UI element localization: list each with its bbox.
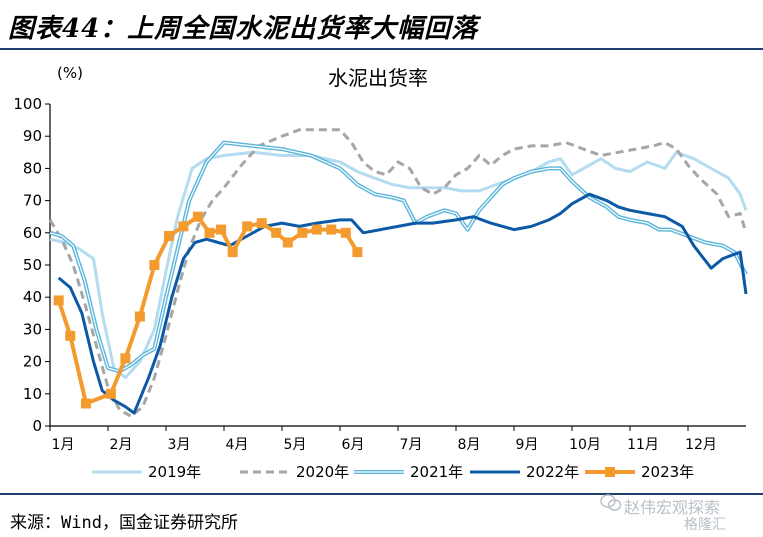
y-tick-label: 90 <box>23 127 42 145</box>
y-tick-label: 70 <box>23 192 42 210</box>
legend-2023-marker <box>605 467 615 477</box>
x-tick-label: 8月 <box>458 437 481 453</box>
chart-axes: 0 10 20 30 40 50 60 70 80 90 100 1月 2月 3月 4月 5月 6月 7月 8月 9月… <box>13 95 746 453</box>
legend-2021-label: 2021年 <box>410 463 463 481</box>
source-note: 来源：Wind，国金证券研究所 <box>10 513 238 533</box>
y-tick-label: 100 <box>13 95 42 113</box>
watermark-sub: 格隆汇 <box>684 517 726 533</box>
x-tick-label: 6月 <box>342 437 365 453</box>
x-tick-label: 5月 <box>284 437 307 453</box>
series-2023-point <box>134 311 145 322</box>
series-2023-point <box>120 353 131 364</box>
legend-2020-label: 2020年 <box>296 463 349 481</box>
series-2023-point <box>216 224 227 235</box>
chart-series <box>48 128 748 418</box>
series-2023-point <box>326 224 337 235</box>
y-tick-label: 80 <box>23 159 42 177</box>
chart-legend: 2019年 2020年 2021年 2022年 2023年 <box>92 463 694 481</box>
series-2023-point <box>53 295 64 306</box>
x-tick-label: 9月 <box>516 437 539 453</box>
x-tick-label: 12月 <box>685 437 717 453</box>
y-tick-label: 20 <box>23 353 42 371</box>
x-tick-label: 1月 <box>52 437 75 453</box>
chart-title: 水泥出货率 <box>328 66 428 90</box>
watermark-name: 赵伟宏观探索 <box>624 498 721 517</box>
watermark: 赵伟宏观探索 格隆汇 <box>598 490 758 534</box>
x-tick-label: 3月 <box>168 437 191 453</box>
legend-2019-label: 2019年 <box>148 463 201 481</box>
series-2023-line <box>56 214 360 406</box>
x-tick-label: 2月 <box>110 437 133 453</box>
series-2023-point <box>297 227 308 238</box>
series-2023-point <box>311 224 322 235</box>
figure-title: 图表44：上周全国水泥出货率大幅回落 <box>8 14 479 44</box>
title-divider <box>0 48 763 50</box>
x-tick-label: 11月 <box>627 437 659 453</box>
y-axis-unit-label: (%) <box>57 64 83 82</box>
series-2021-line-outer <box>49 140 748 374</box>
y-tick-label: 10 <box>23 385 42 403</box>
legend-2023-label: 2023年 <box>641 463 694 481</box>
series-2023-point <box>65 330 76 341</box>
series-2023-point <box>352 247 363 258</box>
legend-2022-label: 2022年 <box>526 463 579 481</box>
series-2021-line-inner <box>49 142 747 372</box>
series-2023-point <box>282 237 293 248</box>
series-2023-point <box>204 227 215 238</box>
series-2023-point <box>178 221 189 232</box>
series-2023-point <box>227 247 238 258</box>
y-tick-label: 50 <box>23 256 42 274</box>
series-2020-line <box>48 128 748 418</box>
series-2023-point <box>80 398 91 409</box>
y-tick-label: 60 <box>23 224 42 242</box>
series-2023-point <box>192 211 203 222</box>
series-2023-point <box>340 227 351 238</box>
y-tick-label: 30 <box>23 320 42 338</box>
line-chart: 0 10 20 30 40 50 60 70 80 90 100 1月 2月 3月 4月 5月 6月 7月 8月 9月… <box>13 64 748 481</box>
series-2022-line <box>57 192 748 415</box>
footer-divider <box>0 493 763 495</box>
series-2023-point <box>271 227 282 238</box>
series-2023-point <box>242 221 253 232</box>
series-2023-point <box>256 218 267 229</box>
x-tick-label: 7月 <box>400 437 423 453</box>
y-tick-label: 40 <box>23 288 42 306</box>
series-2023-point <box>105 388 116 399</box>
x-tick-label: 10月 <box>569 437 601 453</box>
x-tick-label: 4月 <box>226 437 249 453</box>
series-2023-point <box>149 260 160 270</box>
wechat-icon <box>600 494 622 511</box>
y-tick-label: 0 <box>32 417 42 435</box>
series-2023-point <box>163 231 174 242</box>
